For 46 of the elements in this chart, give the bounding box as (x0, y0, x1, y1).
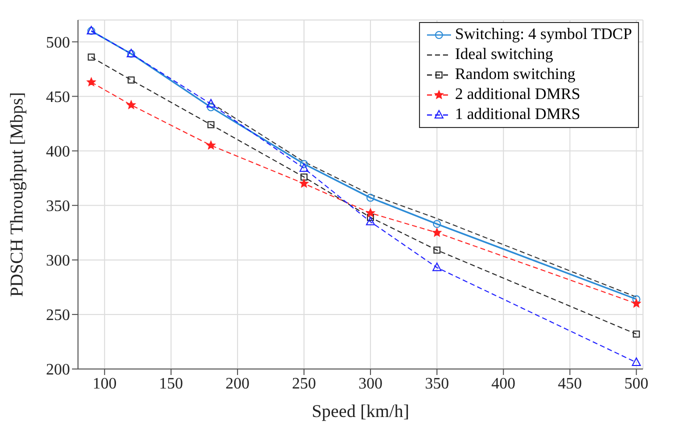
point (86, 78, 96, 86)
point (300, 179, 308, 188)
y-tick-label: 300 (46, 252, 70, 270)
point (206, 98, 216, 108)
legend-label: 2 additional DMRS (454, 85, 580, 105)
y-tick-label: 400 (46, 144, 70, 161)
x-tick-label: 100 (92, 375, 117, 392)
point (128, 76, 135, 84)
legend-label: Random switching (454, 65, 576, 85)
y-tick-label: 250 (46, 307, 70, 324)
legend-label: Switching: 4 symbol TDCP (454, 25, 632, 45)
point (366, 214, 374, 221)
point (300, 163, 308, 172)
y-tick-label: 500 (46, 34, 70, 52)
point (366, 194, 374, 202)
point (206, 103, 215, 112)
point (300, 174, 308, 181)
x-tick-label: 200 (226, 375, 250, 392)
legend-label: 1 additional DMRS (454, 105, 580, 125)
y-tick-label: 350 (46, 198, 70, 216)
point (433, 246, 440, 254)
point (366, 208, 375, 217)
y-tick-label: 450 (46, 89, 70, 106)
point (632, 299, 641, 308)
point (366, 216, 375, 226)
point (207, 121, 214, 128)
x-tick-label: 250 (292, 375, 316, 392)
point (632, 357, 641, 366)
point (206, 140, 216, 150)
y-axis-title: PDSCH Throughput [Mbps] (6, 92, 26, 297)
legend-label: Ideal switching (454, 45, 554, 65)
point (126, 100, 136, 109)
point (300, 160, 308, 168)
point (632, 330, 640, 338)
x-tick-label: 500 (624, 375, 648, 392)
x-tick-label: 350 (424, 375, 449, 392)
x-tick-label: 450 (558, 375, 582, 392)
point (432, 262, 442, 272)
x-axis-title: Speed [km/h] (312, 401, 410, 421)
point (432, 220, 441, 228)
point (432, 228, 442, 236)
point (88, 54, 95, 61)
x-tick-label: 300 (358, 375, 382, 392)
x-tick-label: 150 (159, 375, 184, 392)
y-tick-label: 200 (46, 362, 70, 379)
x-tick-label: 400 (491, 375, 516, 392)
